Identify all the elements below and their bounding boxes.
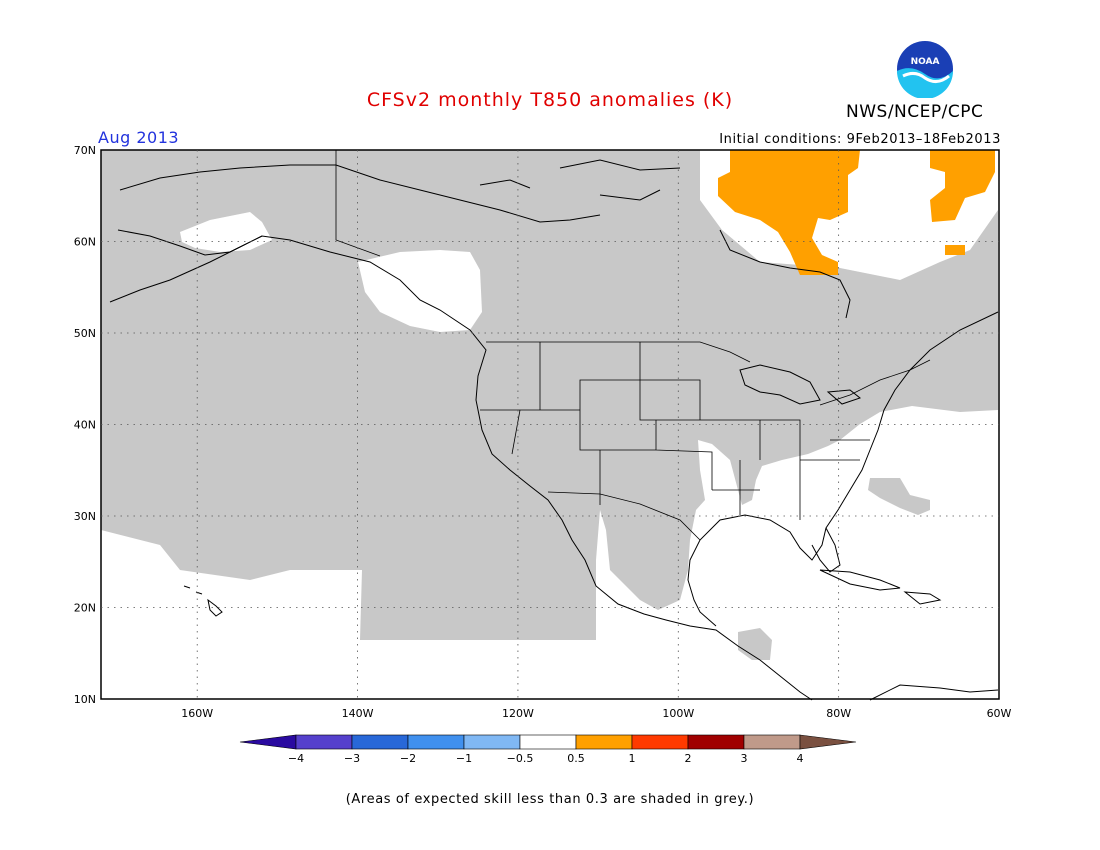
hawaii [183, 585, 223, 617]
hudson-bay-coast [719, 229, 851, 319]
logo-text: NOAA [911, 57, 940, 67]
bristol-bay [117, 229, 263, 256]
lat-label-20N: 20N [74, 602, 96, 615]
great-lakes [739, 364, 862, 405]
anomaly-map: 70N 60N 50N 40N 30N 20N 10N 160W 140W 120W 100W 80… [74, 144, 1012, 720]
lat-label-10N: 10N [74, 693, 96, 706]
agency-label: NWS/NCEP/CPC [846, 102, 984, 122]
lat-label-70N: 70N [74, 144, 96, 157]
lat-label-30N: 30N [74, 510, 96, 523]
positive-anomaly-regions [718, 150, 995, 275]
lat-label-50N: 50N [74, 327, 96, 340]
political-boundaries [335, 150, 931, 541]
valid-month-label: Aug 2013 [98, 128, 180, 147]
low-skill-mask [101, 150, 998, 660]
lon-label-140W: 140W [342, 707, 374, 720]
south-america [869, 684, 999, 701]
arctic-islands [479, 159, 681, 201]
footnote: (Areas of expected skill less than 0.3 a… [345, 792, 755, 807]
quebec-pocket [820, 190, 950, 272]
labrador-anomaly-small [945, 245, 965, 255]
lon-label-120W: 120W [502, 707, 534, 720]
alaska-canada-border [335, 150, 381, 257]
state-lines [480, 342, 870, 520]
alaska-north-coast [119, 164, 601, 223]
hudson-bay-anomaly [718, 150, 860, 275]
lat-label-40N: 40N [74, 419, 96, 432]
lon-label-100W: 100W [662, 707, 694, 720]
us-mexico-border [547, 491, 701, 541]
north-america-west-coast [109, 235, 813, 701]
map-title: CFSv2 monthly T850 anomalies (K) [366, 89, 734, 111]
grey-mask-region [101, 150, 998, 660]
florida [811, 527, 841, 573]
north-america-east-coast [687, 311, 999, 627]
coastlines [109, 159, 999, 701]
bc-pocket [358, 250, 482, 332]
grid-lines [101, 150, 999, 699]
lon-label-80W: 80W [826, 707, 851, 720]
initial-conditions-label: Initial conditions: 9Feb2013–18Feb2013 [719, 132, 1001, 147]
longitude-labels: 160W 140W 120W 100W 80W 60W [181, 707, 1011, 720]
lon-label-160W: 160W [181, 707, 213, 720]
us-canada-border [486, 341, 931, 406]
hispaniola [903, 591, 942, 605]
noaa-logo: NOAA [897, 41, 953, 98]
labrador-anomaly [930, 150, 995, 222]
lat-label-60N: 60N [74, 236, 96, 249]
lon-label-60W: 60W [987, 707, 1012, 720]
cuba [819, 569, 901, 591]
latitude-labels: 70N 60N 50N 40N 30N 20N 10N [74, 144, 96, 706]
